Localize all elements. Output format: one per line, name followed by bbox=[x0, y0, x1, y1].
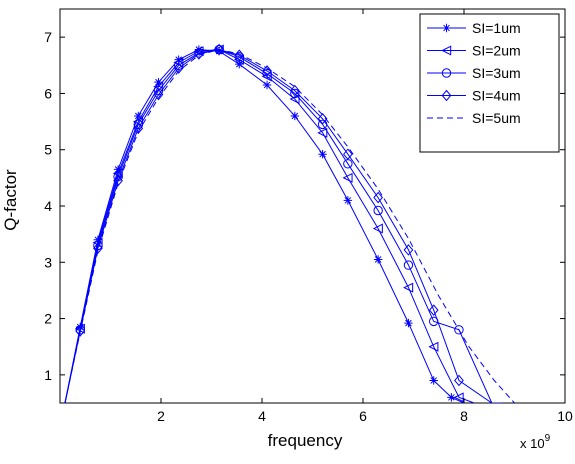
data-point bbox=[93, 235, 103, 244]
x-tick-label: 4 bbox=[258, 408, 266, 424]
data-point bbox=[453, 392, 464, 403]
series-layer bbox=[64, 43, 515, 403]
data-point bbox=[373, 255, 383, 264]
legend-entry: SI=2um bbox=[427, 43, 521, 59]
legend-label: SI=5um bbox=[472, 110, 521, 126]
legend-marker bbox=[441, 45, 452, 56]
series-3 bbox=[64, 44, 493, 403]
legend-label: SI=3um bbox=[472, 65, 521, 81]
data-point bbox=[318, 150, 327, 159]
data-point bbox=[290, 111, 300, 121]
data-point bbox=[429, 376, 438, 385]
x-tick-label: 6 bbox=[359, 408, 367, 424]
legend-entry: SI=1um bbox=[427, 20, 521, 36]
legend-label: SI=2um bbox=[472, 43, 521, 59]
legend-marker bbox=[442, 23, 451, 33]
data-point bbox=[235, 59, 244, 69]
series-line bbox=[64, 48, 493, 403]
series-4 bbox=[64, 43, 502, 403]
data-point bbox=[343, 196, 353, 205]
data-point bbox=[404, 318, 413, 328]
data-point bbox=[234, 49, 245, 61]
y-tick-label: 7 bbox=[44, 29, 52, 45]
y-tick-label: 6 bbox=[44, 85, 52, 101]
data-point bbox=[154, 77, 163, 87]
data-point bbox=[173, 62, 184, 74]
data-point bbox=[234, 52, 244, 62]
legend-box bbox=[419, 13, 560, 153]
data-point bbox=[262, 65, 272, 77]
data-point bbox=[153, 88, 164, 101]
legend-entry: SI=3um bbox=[427, 65, 521, 81]
series-line bbox=[64, 48, 515, 403]
legend-label: SI=1um bbox=[472, 20, 521, 36]
x-tick-label: 10 bbox=[557, 408, 573, 424]
data-point bbox=[290, 88, 300, 99]
data-point bbox=[372, 223, 383, 234]
legend-marker bbox=[441, 68, 452, 78]
y-tick-label: 3 bbox=[44, 254, 52, 270]
data-point bbox=[342, 172, 353, 183]
data-point bbox=[174, 55, 183, 64]
data-point bbox=[75, 325, 86, 337]
data-point bbox=[373, 191, 384, 204]
data-point bbox=[454, 374, 464, 387]
data-point bbox=[113, 165, 123, 174]
data-point bbox=[289, 94, 300, 105]
legend-entry: SI=5um bbox=[427, 110, 521, 126]
data-point bbox=[133, 122, 144, 135]
data-point bbox=[317, 127, 328, 138]
data-point bbox=[403, 260, 414, 270]
legend: SI=1um SI=2um SI=3um SI=4um SI=5um bbox=[419, 13, 560, 153]
x-exponent-label: x 109 bbox=[520, 433, 551, 451]
data-point bbox=[317, 112, 328, 125]
data-point bbox=[214, 43, 224, 56]
legend-label: SI=4um bbox=[472, 88, 521, 104]
y-tick-label: 4 bbox=[44, 198, 52, 214]
data-point bbox=[153, 81, 164, 92]
series-5 bbox=[64, 48, 515, 403]
y-tick-label: 1 bbox=[44, 367, 52, 383]
data-point bbox=[447, 393, 456, 402]
data-point bbox=[428, 341, 439, 352]
y-tick-label: 5 bbox=[44, 142, 52, 158]
y-axis-label: Q-factor bbox=[1, 169, 20, 231]
data-point bbox=[403, 282, 414, 293]
data-point bbox=[262, 80, 272, 90]
x-exponent-base: x 10 bbox=[520, 436, 545, 451]
series-line bbox=[64, 48, 502, 403]
data-point bbox=[342, 148, 353, 160]
data-point bbox=[134, 111, 143, 121]
data-point bbox=[403, 244, 414, 256]
x-axis-label: frequency bbox=[268, 431, 343, 450]
x-tick-label: 8 bbox=[460, 408, 468, 424]
legend-marker bbox=[441, 89, 452, 102]
data-point bbox=[454, 325, 464, 335]
data-point bbox=[113, 174, 123, 187]
x-exponent-power: 9 bbox=[545, 433, 551, 444]
legend-entry: SI=4um bbox=[427, 88, 521, 104]
data-point bbox=[373, 205, 383, 216]
y-tick-label: 2 bbox=[44, 311, 52, 327]
data-point bbox=[428, 304, 439, 316]
x-tick-label: 2 bbox=[157, 408, 165, 424]
data-point bbox=[194, 48, 204, 60]
